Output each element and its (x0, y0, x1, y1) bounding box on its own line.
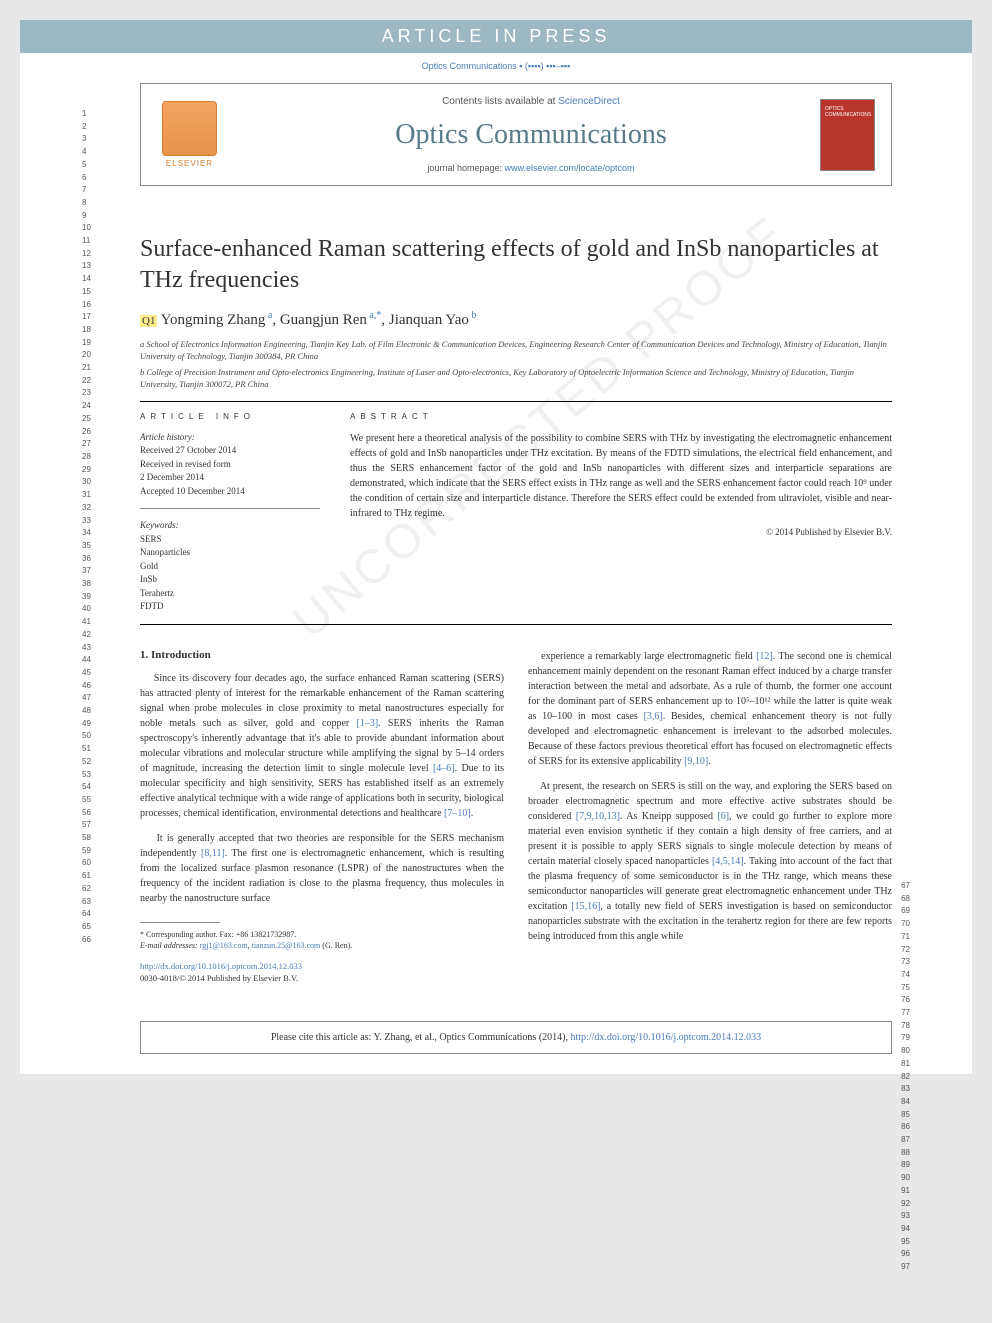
line-numbers-right: 6768697071727374757677787980818283848586… (901, 880, 910, 1274)
homepage-line: journal homepage: www.elsevier.com/locat… (242, 163, 820, 173)
line-numbers-left: 1234567891011121314151617181920212223242… (82, 108, 91, 946)
article-in-press-banner: ARTICLE IN PRESS (20, 20, 972, 53)
email-link[interactable]: rgj1@163.com (200, 941, 248, 950)
email-label: E-mail addresses: (140, 941, 200, 950)
keyword: SERS (140, 533, 320, 547)
article-info-col: ARTICLE INFO Article history: Received 2… (140, 412, 320, 614)
affil-sup: a,* (367, 310, 381, 321)
keyword: Terahertz (140, 587, 320, 601)
affil-sup: a (265, 310, 272, 321)
homepage-link[interactable]: www.elsevier.com/locate/optcom (505, 163, 635, 173)
email-suffix: (G. Ren). (320, 941, 352, 950)
right-column: experience a remarkably large electromag… (528, 649, 892, 985)
cite-doi-link[interactable]: http://dx.doi.org/10.1016/j.optcom.2014.… (571, 1032, 762, 1043)
contents-line: Contents lists available at ScienceDirec… (242, 96, 820, 107)
content-wrap: Surface-enhanced Raman scattering effect… (20, 194, 972, 1005)
body-paragraph: At present, the research on SERS is stil… (528, 779, 892, 944)
keywords-label: Keywords: (140, 519, 320, 533)
cite-prefix: Please cite this article as: Y. Zhang, e… (271, 1032, 571, 1043)
journal-header-box: ELSEVIER Contents lists available at Sci… (140, 83, 892, 186)
section-1-heading: 1. Introduction (140, 649, 504, 661)
authors-line: Q1 Yongming Zhang a, Guangjun Ren a,*, J… (140, 310, 892, 329)
contents-prefix: Contents lists available at (442, 96, 558, 107)
history-item: Received 27 October 2014 (140, 444, 320, 458)
abstract-text: We present here a theoretical analysis o… (350, 431, 892, 521)
rule (140, 401, 892, 402)
info-abstract-row: ARTICLE INFO Article history: Received 2… (140, 412, 892, 614)
email-link[interactable]: tianzun.25@163.com (252, 941, 321, 950)
body-paragraph: experience a remarkably large electromag… (528, 649, 892, 769)
elsevier-label: ELSEVIER (166, 159, 213, 168)
doi-block: http://dx.doi.org/10.1016/j.optcom.2014.… (140, 961, 504, 985)
history-item: Accepted 10 December 2014 (140, 485, 320, 499)
elsevier-tree-icon (162, 101, 217, 156)
keyword: Nanoparticles (140, 546, 320, 560)
body-paragraph: It is generally accepted that two theori… (140, 831, 504, 906)
homepage-prefix: journal homepage: (427, 163, 504, 173)
history-item: 2 December 2014 (140, 471, 320, 485)
page: ARTICLE IN PRESS Optics Communications ▪… (20, 20, 972, 1074)
abstract-heading: ABSTRACT (350, 412, 892, 421)
keyword: InSb (140, 573, 320, 587)
keyword: FDTD (140, 600, 320, 614)
history-item: Received in revised form (140, 458, 320, 472)
keywords-block: Keywords: SERS Nanoparticles Gold InSb T… (140, 519, 320, 614)
sciencedirect-link[interactable]: ScienceDirect (558, 96, 620, 107)
query-marker: Q1 (140, 315, 157, 327)
keyword: Gold (140, 560, 320, 574)
issn-copyright: 0030-4018/© 2014 Published by Elsevier B… (140, 973, 298, 983)
article-title: Surface-enhanced Raman scattering effect… (140, 234, 892, 296)
doi-link[interactable]: http://dx.doi.org/10.1016/j.optcom.2014.… (140, 961, 302, 971)
footnote-separator (140, 922, 220, 923)
citation-header: Optics Communications ▪ (▪▪▪▪) ▪▪▪–▪▪▪ (20, 53, 972, 75)
affil-sup: b (469, 310, 477, 321)
journal-cover-thumb (820, 99, 875, 171)
article-history-block: Article history: Received 27 October 201… (140, 431, 320, 510)
header-center: Contents lists available at ScienceDirec… (242, 96, 820, 173)
corresponding-author-note: * Corresponding author. Fax: +86 1382173… (140, 929, 504, 940)
email-note: E-mail addresses: rgj1@163.com, tianzun.… (140, 940, 504, 951)
journal-title: Optics Communications (242, 119, 820, 151)
rule (140, 624, 892, 625)
affiliation-a: a School of Electronics Information Engi… (140, 339, 892, 363)
affiliation-b: b College of Precision Instrument and Op… (140, 367, 892, 391)
cite-footer-box: Please cite this article as: Y. Zhang, e… (140, 1021, 892, 1054)
body-paragraph: Since its discovery four decades ago, th… (140, 671, 504, 821)
history-label: Article history: (140, 431, 320, 445)
elsevier-logo: ELSEVIER (157, 97, 222, 172)
article-info-heading: ARTICLE INFO (140, 412, 320, 421)
body-columns: 1. Introduction Since its discovery four… (140, 649, 892, 985)
abstract-copyright: © 2014 Published by Elsevier B.V. (350, 527, 892, 537)
abstract-col: ABSTRACT We present here a theoretical a… (350, 412, 892, 614)
left-column: 1. Introduction Since its discovery four… (140, 649, 504, 985)
